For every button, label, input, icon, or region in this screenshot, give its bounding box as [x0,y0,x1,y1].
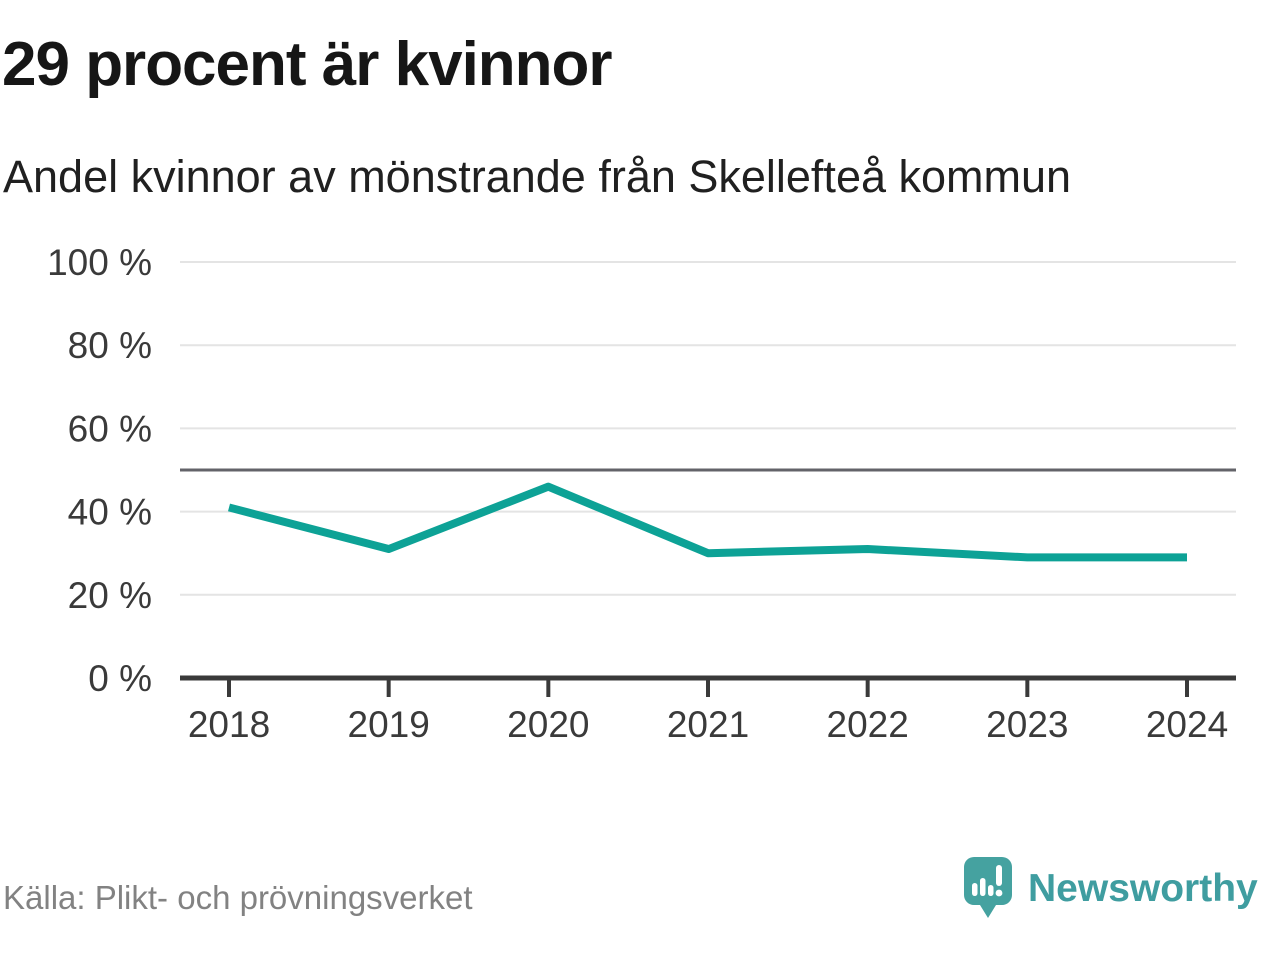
brand-logo: Newsworthy [963,856,1258,920]
y-axis-label: 60 % [68,408,152,449]
x-axis-label: 2022 [827,704,909,745]
x-axis-label: 2024 [1146,704,1228,745]
bar-chart-speech-bubble-icon [964,857,1012,918]
x-axis-label: 2021 [667,704,749,745]
y-axis-label: 100 % [47,242,152,283]
y-axis-label: 80 % [68,325,152,366]
data-line [227,482,1187,562]
chart-subtitle: Andel kvinnor av mönstrande från Skellef… [3,151,1072,202]
source-label: Källa: Plikt- och prövningsverket [3,879,473,916]
y-axis-label: 20 % [68,575,152,616]
y-axis-label: 40 % [68,492,152,533]
chart-title: 29 procent är kvinnor [2,30,613,99]
y-axis-label: 0 % [88,658,152,699]
x-axis-label: 2020 [507,704,589,745]
x-axis-label: 2019 [348,704,430,745]
x-axis-label: 2018 [188,704,270,745]
x-axis-label: 2023 [986,704,1068,745]
brand-name: Newsworthy [1028,866,1258,910]
